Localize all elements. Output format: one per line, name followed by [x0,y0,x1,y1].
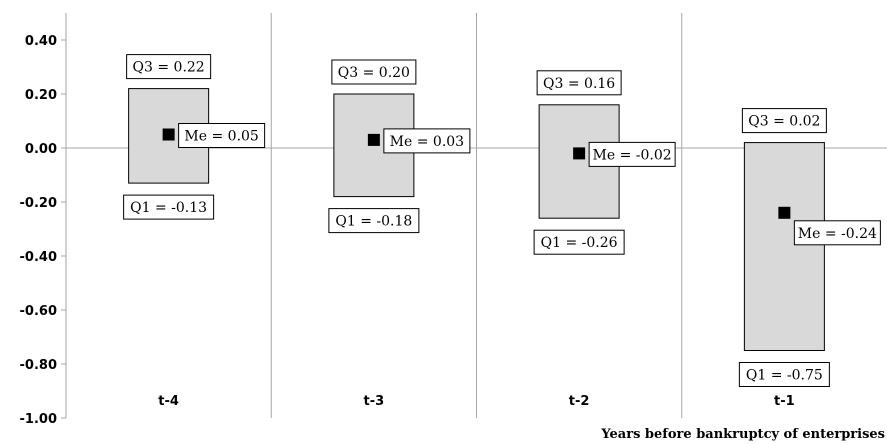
y-tick-label: -0.80 [20,358,57,373]
median-label-text: Me = -0.24 [798,226,877,242]
q1-label-text: Q1 = -0.18 [335,214,412,230]
q3-label: Q3 = 0.16 [536,70,622,96]
q3-label-text: Q3 = 0.20 [338,65,410,81]
q3-label-frame [126,54,212,80]
x-category-label: t-2 [569,394,590,409]
x-category-label: t-4 [158,394,179,409]
x-category-label: t-1 [774,394,795,409]
y-tick-label: 0.00 [25,142,57,157]
y-tick-label: -0.60 [20,304,57,319]
median-label-text: Me = 0.03 [390,134,464,150]
y-tick-label: 0.40 [25,34,57,49]
q1-label-frame [738,362,830,387]
q3-label-text: Q3 = 0.02 [748,114,820,130]
median-marker [367,133,380,146]
median-label-text: Me = -0.02 [593,147,672,163]
iqr-box [743,142,825,351]
median-label-text: Me = 0.05 [184,129,258,145]
q3-label-text: Q3 = 0.22 [133,60,205,76]
median-label-frame [178,123,266,148]
q1-label: Q1 = -0.26 [533,229,625,255]
y-tick-label: 0.20 [25,88,57,103]
q1-label-frame [123,194,215,220]
median-marker [778,206,791,219]
median-marker [573,147,586,160]
median-label-frame [588,141,676,167]
y-tick-label: -0.40 [20,250,57,265]
y-tick-label: -1.00 [20,412,57,427]
q3-label: Q3 = 0.20 [331,59,417,85]
q1-label-text: Q1 = -0.13 [130,200,207,216]
q1-label: Q1 = -0.13 [123,194,215,220]
y-tick-label: -0.20 [20,196,57,211]
median-label-frame [383,128,471,154]
q1-label-frame [533,229,625,255]
median-marker [162,128,175,141]
x-axis-title: Years before bankruptcy of enterprises [600,427,885,442]
x-category-label: t-3 [364,394,385,409]
q3-label: Q3 = 0.22 [126,54,212,80]
q1-label: Q1 = -0.18 [328,208,420,234]
q3-label-frame [331,59,417,85]
q1-label-text: Q1 = -0.75 [746,368,823,384]
median-label-frame [793,220,881,246]
q3-label: Q3 = 0.02 [741,108,827,134]
q3-label-text: Q3 = 0.16 [543,76,615,92]
median-label: Me = -0.02 [588,141,676,167]
q1-label-text: Q1 = -0.26 [541,235,618,251]
q1-label-frame [328,208,420,234]
median-label: Me = -0.24 [793,220,881,246]
median-label: Me = 0.03 [383,128,471,154]
q3-label-frame [741,108,827,134]
q1-label: Q1 = -0.75 [738,362,830,387]
median-label: Me = 0.05 [178,123,266,148]
q3-label-frame [536,70,622,96]
